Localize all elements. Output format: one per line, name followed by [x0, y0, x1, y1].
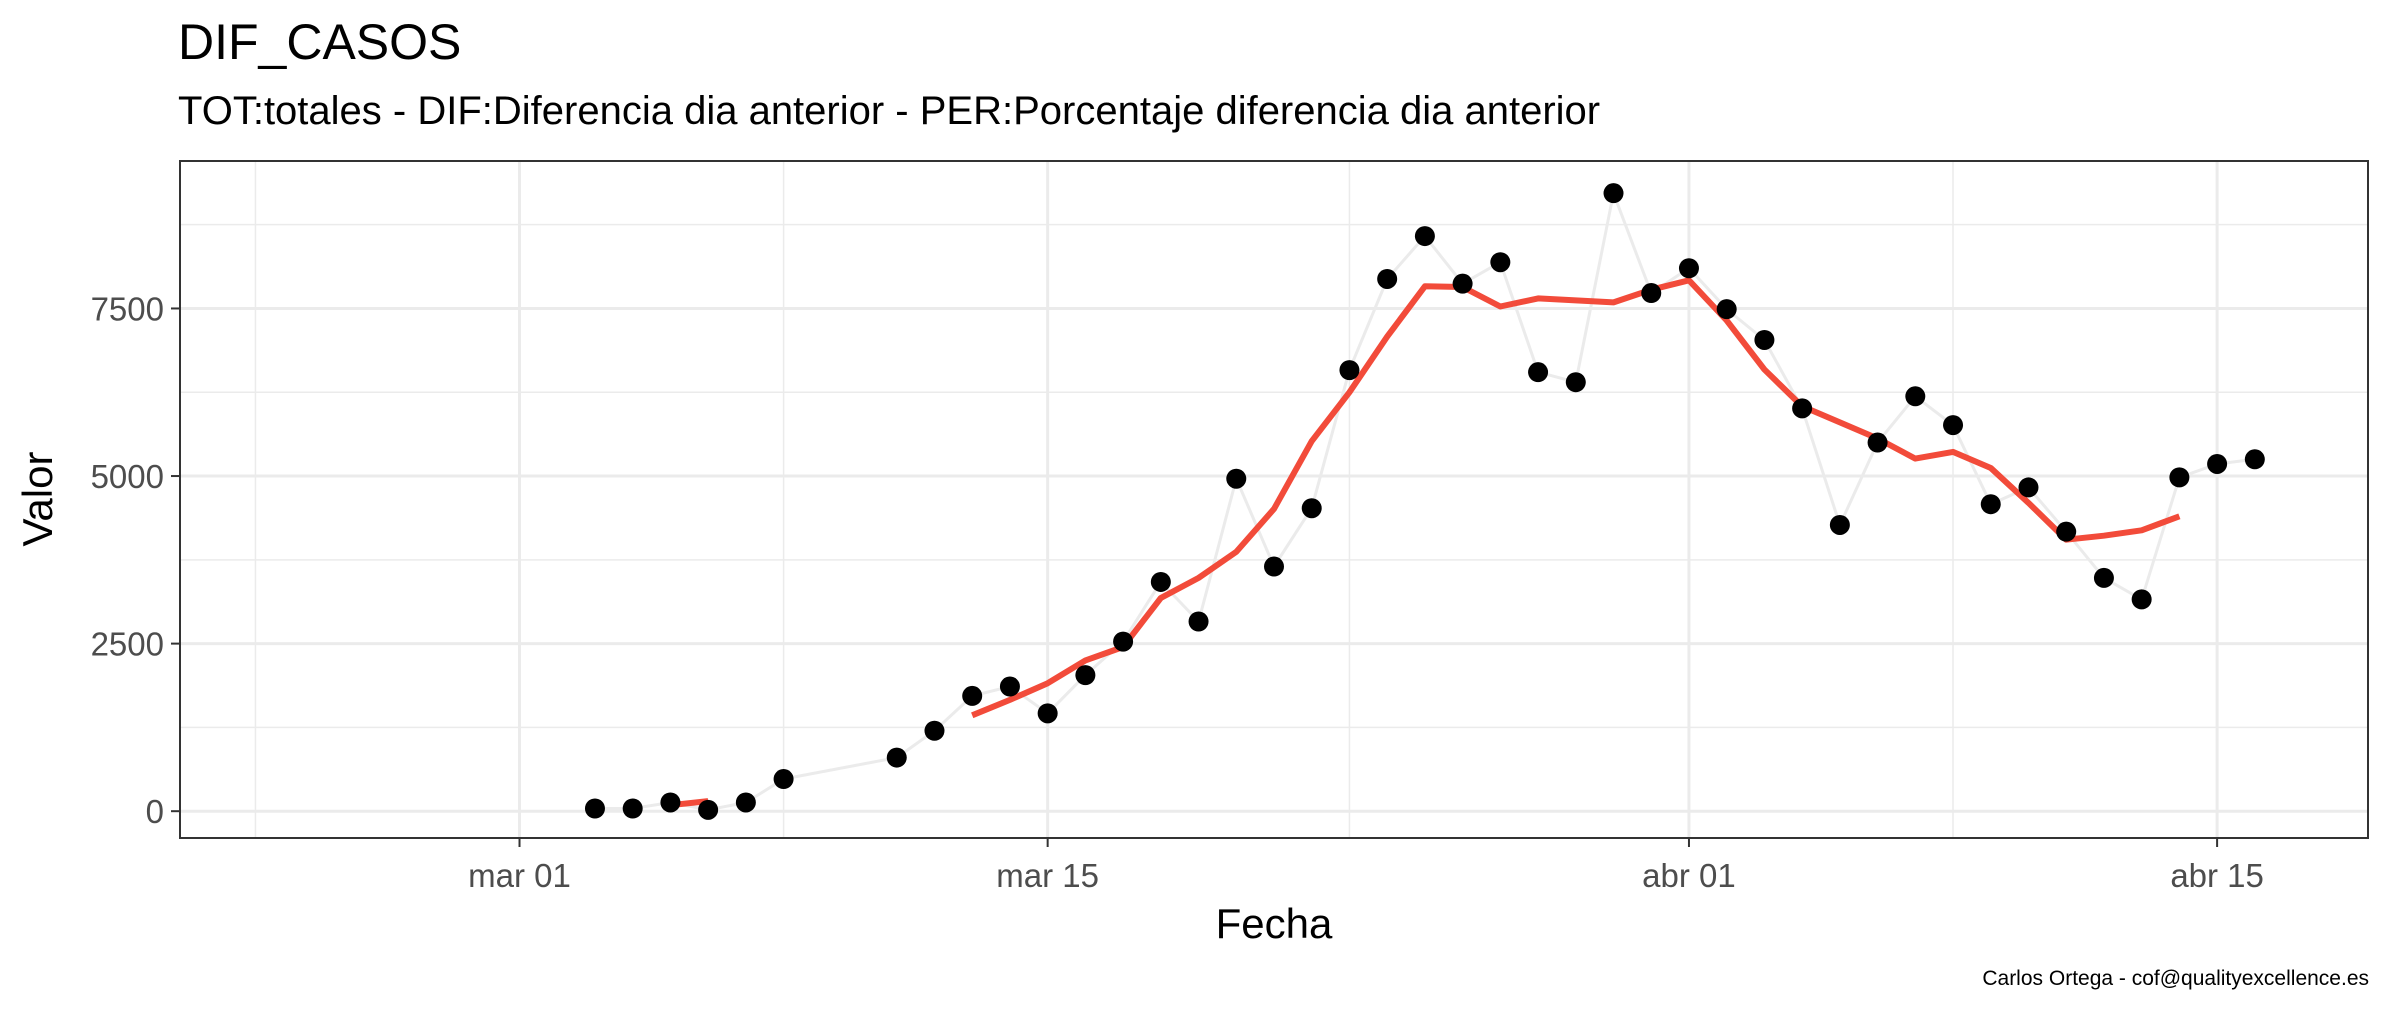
data-point: [773, 769, 794, 790]
data-point: [1867, 432, 1888, 453]
data-point: [1603, 183, 1624, 204]
y-axis-title: Valor: [14, 452, 61, 547]
y-tick-label: 2500: [91, 626, 164, 663]
y-tick-label: 5000: [91, 458, 164, 495]
smoothed-series-line: [971, 277, 2181, 719]
data-point: [1264, 556, 1284, 577]
data-point: [999, 676, 1020, 697]
data-point: [2093, 567, 2114, 588]
data-point: [2018, 477, 2039, 498]
data-point: [1113, 631, 1134, 652]
data-point: [1226, 468, 1247, 489]
chart-caption: Carlos Ortega - cof@qualityexcellence.es: [1982, 967, 2369, 990]
data-point: [1490, 252, 1511, 273]
axes: 0 2500 5000 7500 mar 01 mar 15 abr 01 abr 15: [91, 290, 2264, 894]
x-axis-title: Fecha: [1216, 900, 1333, 947]
data-point: [1037, 703, 1058, 724]
series-layer: [584, 183, 2265, 820]
data-point: [660, 792, 681, 813]
data-point: [1905, 386, 1926, 407]
data-point: [962, 685, 983, 706]
data-point: [1678, 258, 1699, 279]
x-tick-label: mar 01: [468, 857, 571, 894]
data-point: [1528, 362, 1549, 383]
data-point: [1414, 226, 1435, 247]
data-point: [1377, 268, 1398, 289]
panel-border: [179, 160, 2369, 839]
data-point: [1980, 494, 2001, 515]
data-point: [1943, 415, 1964, 436]
x-tick-label: mar 15: [996, 857, 1099, 894]
x-tick-label: abr 15: [2170, 857, 2264, 894]
data-point: [1792, 398, 1813, 419]
data-point: [2056, 521, 2077, 542]
data-point: [735, 792, 756, 813]
data-point: [924, 720, 945, 741]
data-point: [1075, 665, 1096, 686]
data-point: [2207, 453, 2228, 474]
grid-lines: [180, 161, 2368, 838]
data-point: [1829, 514, 1850, 535]
data-point: [886, 747, 907, 768]
x-tick-label: abr 01: [1642, 857, 1736, 894]
data-point: [2131, 589, 2152, 610]
y-tick-label: 7500: [91, 290, 164, 327]
data-point: [2169, 467, 2190, 488]
data-point: [1641, 283, 1662, 304]
data-point: [1150, 571, 1171, 592]
data-point: [1565, 372, 1586, 393]
data-point: [1188, 611, 1209, 632]
chart-title: DIF_CASOS: [178, 14, 462, 70]
data-point: [584, 798, 605, 819]
data-point: [1754, 329, 1775, 350]
data-point: [1339, 360, 1360, 381]
data-point: [1301, 498, 1322, 519]
y-tick-label: 0: [146, 793, 164, 830]
chart-subtitle: TOT:totales - DIF:Diferencia dia anterio…: [178, 89, 1601, 133]
data-point: [622, 798, 643, 819]
data-point: [1452, 273, 1473, 294]
data-point: [2244, 449, 2265, 470]
data-point: [1716, 299, 1737, 320]
data-point: [698, 799, 719, 820]
